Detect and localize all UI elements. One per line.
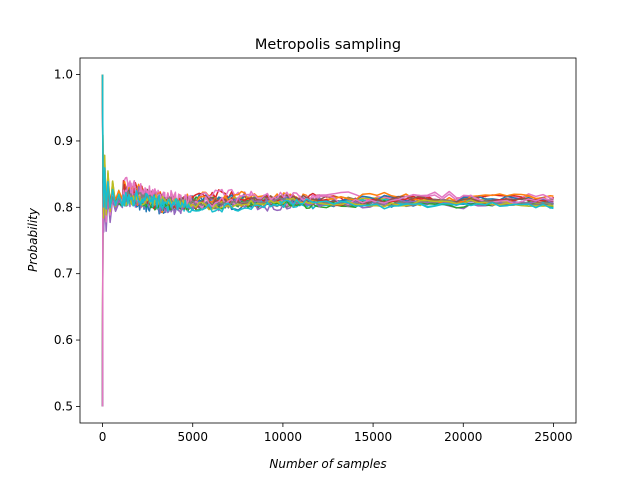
- plot-frame: [79, 57, 577, 424]
- series-line-3: [101, 179, 555, 407]
- y-axis: 0.5 0.6 0.7 0.8 0.9 1.0: [54, 68, 80, 413]
- chart-title: Metropolis sampling: [255, 37, 401, 53]
- x-tick-label-3: 15000: [354, 430, 392, 444]
- series-line-7: [101, 182, 554, 407]
- series-layer: [101, 74, 555, 407]
- x-axis: 0 5000 10000 15000 20000 25000: [99, 423, 573, 444]
- x-tick-label-5: 25000: [534, 430, 572, 444]
- y-tick-label-4: 0.9: [54, 134, 73, 148]
- series-line-8: [101, 134, 554, 407]
- series-line-12: [101, 190, 554, 407]
- series-line-19: [101, 74, 554, 213]
- x-axis-label: Number of samples: [269, 457, 386, 471]
- series-line-14: [101, 186, 554, 407]
- x-tick-label-4: 20000: [444, 430, 482, 444]
- x-tick-label-2: 10000: [264, 430, 302, 444]
- y-tick-label-2: 0.7: [54, 267, 73, 281]
- series-line-10: [101, 178, 554, 407]
- series-line-11: [101, 74, 554, 208]
- y-tick-label-5: 1.0: [54, 68, 73, 82]
- series-line-5: [101, 181, 555, 407]
- x-tick-label-0: 0: [99, 430, 107, 444]
- y-axis-label: Probability: [26, 207, 40, 272]
- x-tick-label-1: 5000: [177, 430, 208, 444]
- y-tick-label-0: 0.5: [54, 399, 73, 413]
- y-tick-label-3: 0.8: [54, 200, 73, 214]
- y-tick-label-1: 0.6: [54, 333, 73, 347]
